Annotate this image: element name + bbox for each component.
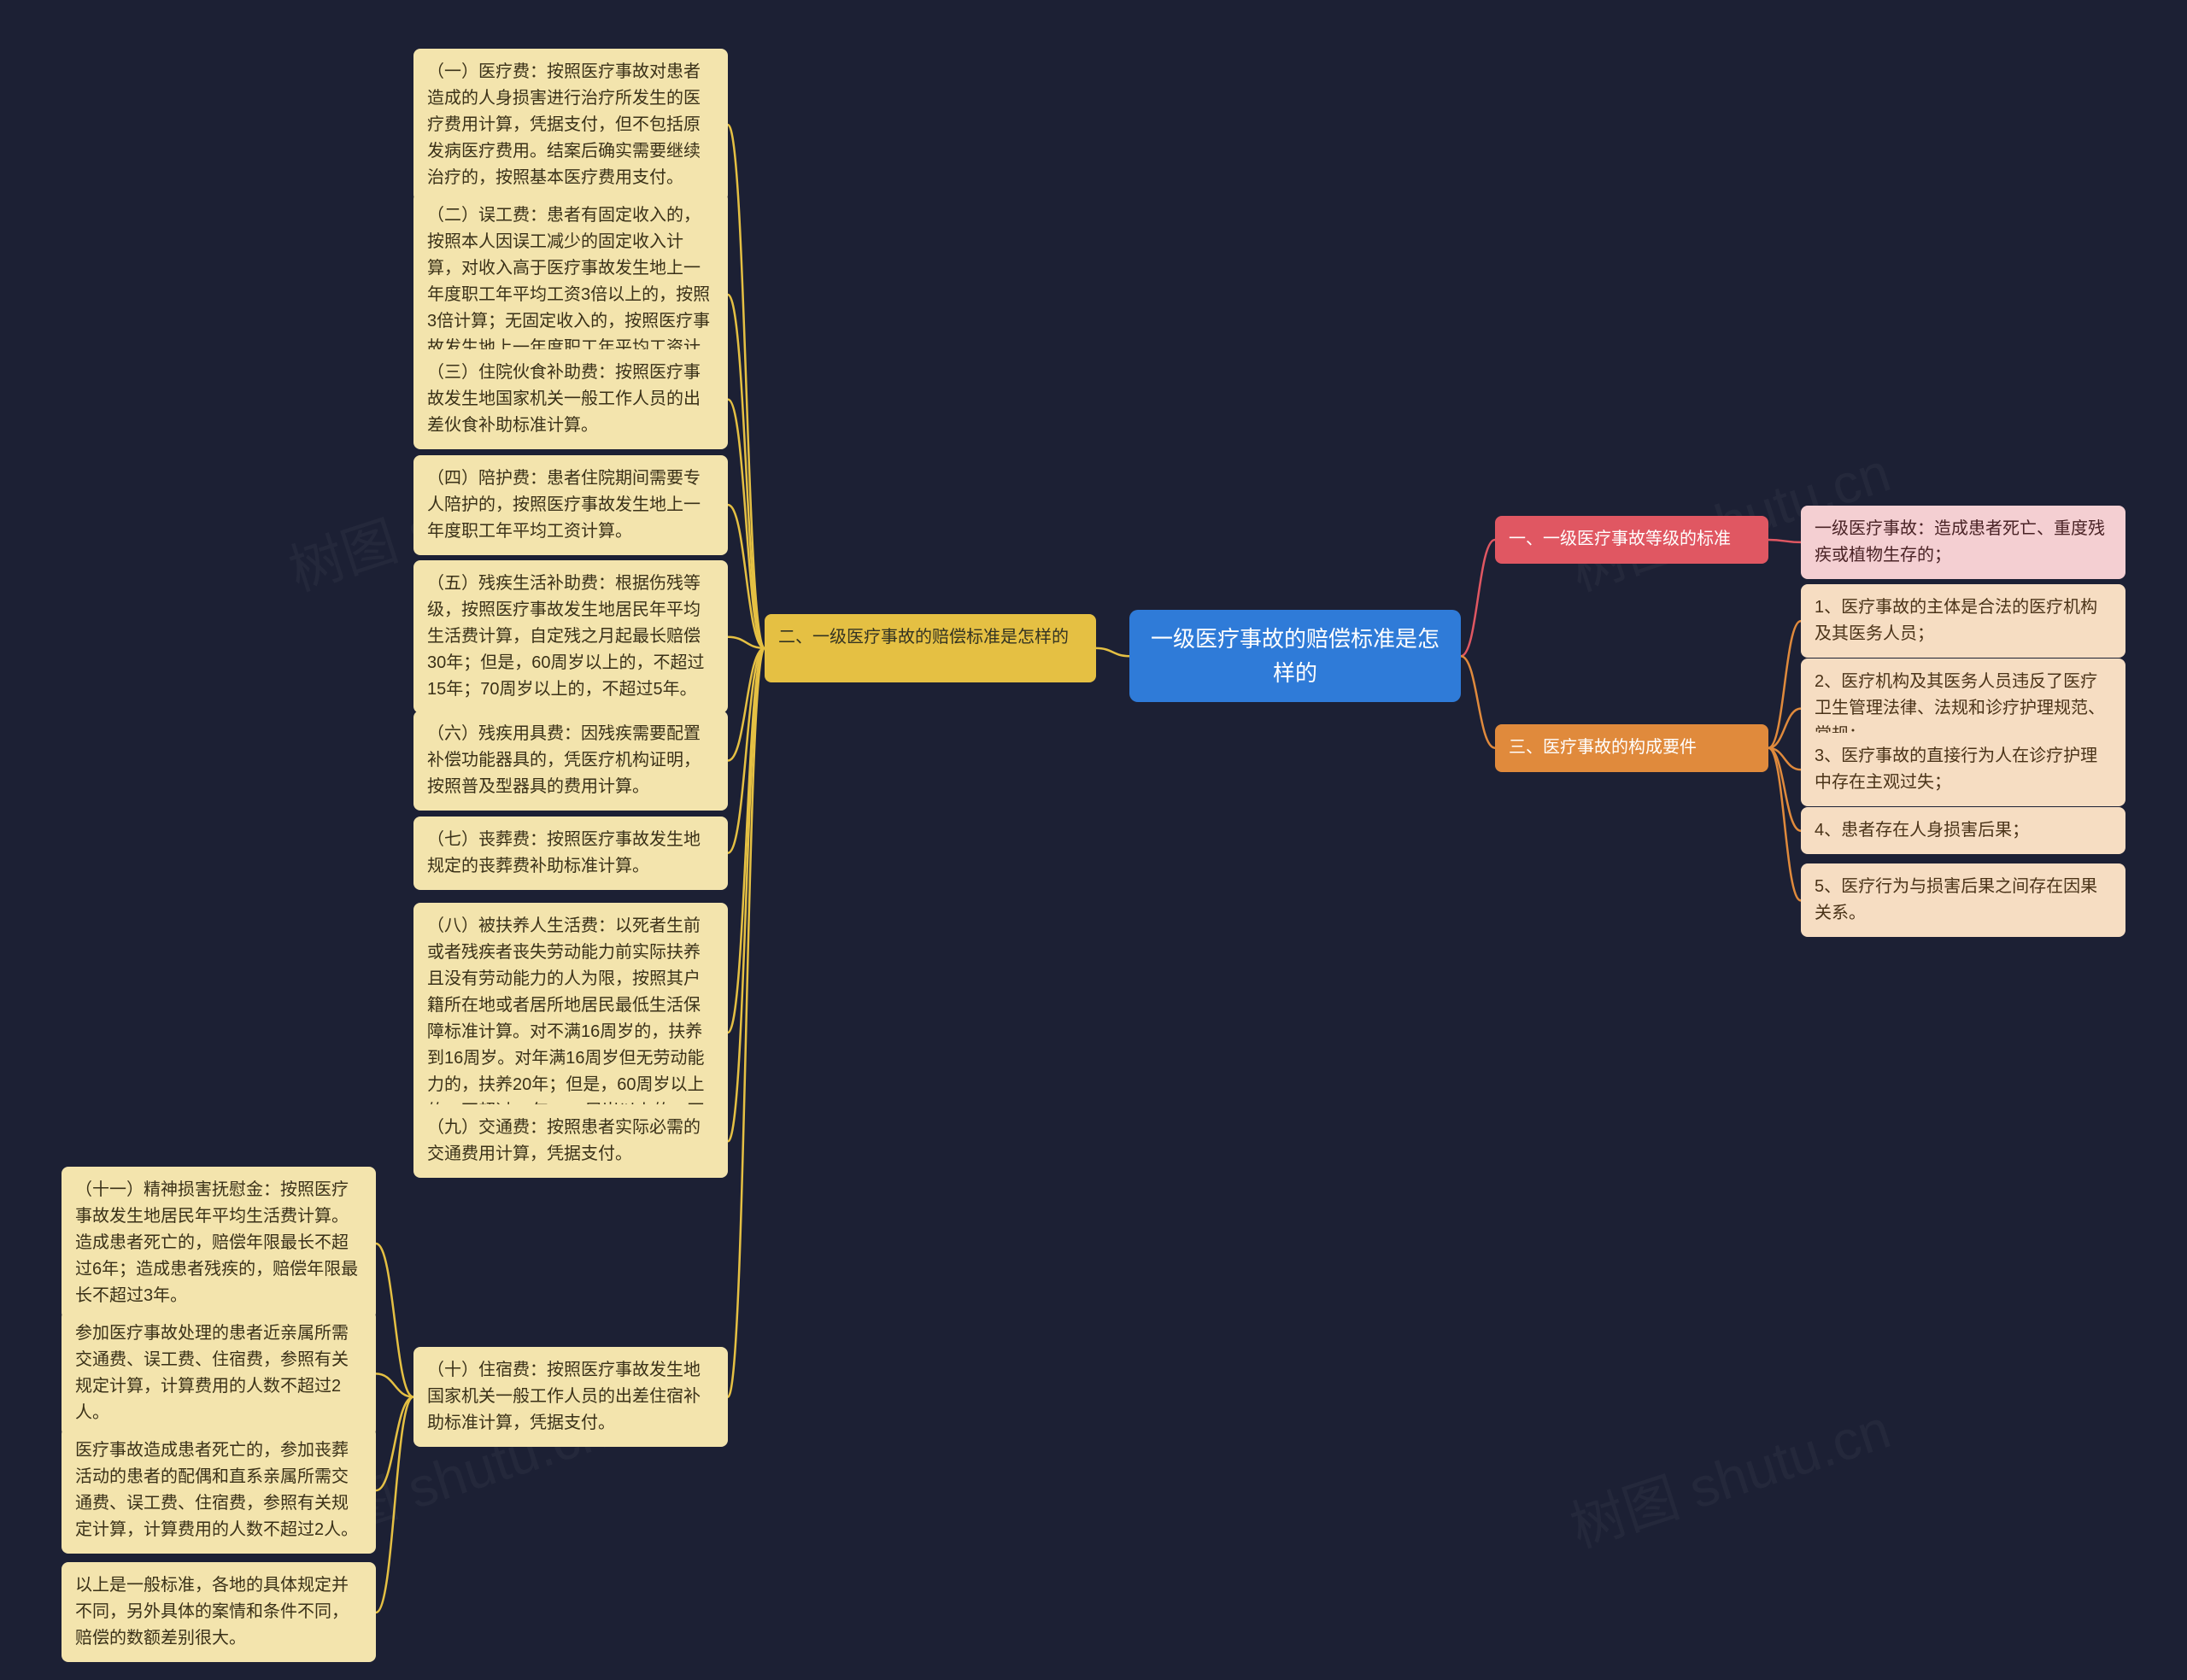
section-2-subitem[interactable]: （十一）精神损害抚慰金：按照医疗事故发生地居民年平均生活费计算。造成患者死亡的，… [62,1167,376,1320]
section-2-item[interactable]: （一）医疗费：按照医疗事故对患者造成的人身损害进行治疗所发生的医疗费用计算，凭据… [413,49,728,202]
mindmap-canvas: 树图 shutu.cn 树图 shutu.cn 树图 shutu.cn 树图 s… [0,0,2187,1680]
root-node[interactable]: 一级医疗事故的赔偿标准是怎样的 [1129,610,1461,703]
section-2-subitem[interactable]: 参加医疗事故处理的患者近亲属所需交通费、误工费、住宿费，参照有关规定计算，计算费… [62,1310,376,1437]
section-2-item[interactable]: （九）交通费：按照患者实际必需的交通费用计算，凭据支付。 [413,1104,728,1178]
section-3-item[interactable]: 4、患者存在人身损害后果； [1801,807,2125,854]
section-3-node[interactable]: 三、医疗事故的构成要件 [1495,724,1768,772]
section-2-item[interactable]: （五）残疾生活补助费：根据伤残等级，按照医疗事故发生地居民年平均生活费计算，自定… [413,560,728,713]
section-2-node[interactable]: 二、一级医疗事故的赔偿标准是怎样的 [765,614,1096,682]
section-2-item[interactable]: （七）丧葬费：按照医疗事故发生地规定的丧葬费补助标准计算。 [413,817,728,890]
section-1-node[interactable]: 一、一级医疗事故等级的标准 [1495,516,1768,564]
section-2-subitem[interactable]: 医疗事故造成患者死亡的，参加丧葬活动的患者的配偶和直系亲属所需交通费、误工费、住… [62,1427,376,1554]
section-2-item[interactable]: （十）住宿费：按照医疗事故发生地国家机关一般工作人员的出差住宿补助标准计算，凭据… [413,1347,728,1447]
section-3-item[interactable]: 5、医疗行为与损害后果之间存在因果关系。 [1801,863,2125,937]
section-2-item[interactable]: （四）陪护费：患者住院期间需要专人陪护的，按照医疗事故发生地上一年度职工年平均工… [413,455,728,555]
section-3-item[interactable]: 1、医疗事故的主体是合法的医疗机构及其医务人员； [1801,584,2125,658]
section-2-item[interactable]: （三）住院伙食补助费：按照医疗事故发生地国家机关一般工作人员的出差伙食补助标准计… [413,349,728,449]
section-2-item[interactable]: （六）残疾用具费：因残疾需要配置补偿功能器具的，凭医疗机构证明，按照普及型器具的… [413,711,728,811]
section-2-subitem[interactable]: 以上是一般标准，各地的具体规定并不同，另外具体的案情和条件不同，赔偿的数额差别很… [62,1562,376,1662]
section-1-detail[interactable]: 一级医疗事故：造成患者死亡、重度残疾或植物生存的； [1801,506,2125,579]
section-3-item[interactable]: 3、医疗事故的直接行为人在诊疗护理中存在主观过失； [1801,733,2125,806]
watermark: 树图 shutu.cn [1559,1385,1898,1562]
